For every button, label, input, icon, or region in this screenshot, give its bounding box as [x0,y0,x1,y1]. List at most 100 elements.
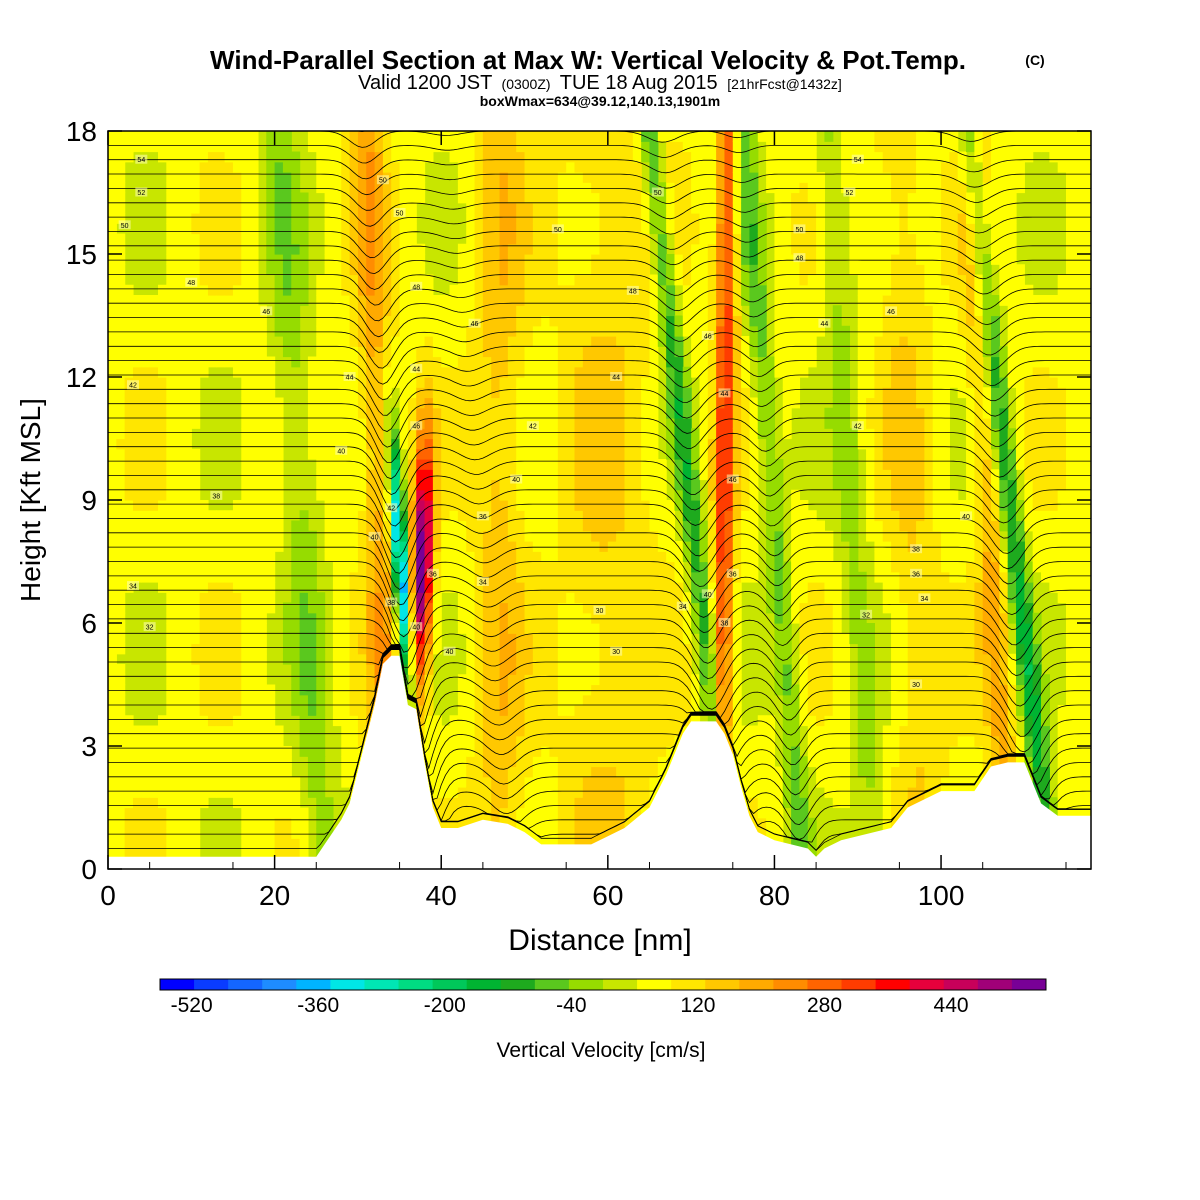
velocity-cell [549,561,559,573]
velocity-cell [241,756,251,768]
velocity-cell [249,202,259,214]
velocity-cell [624,602,634,614]
velocity-cell [666,633,676,645]
velocity-cell [624,469,634,481]
velocity-cell [299,633,309,645]
velocity-cell [391,448,401,460]
velocity-cell [166,520,176,532]
velocity-cell [207,674,217,686]
velocity-cell [616,653,626,665]
velocity-cell [191,674,201,686]
velocity-cell [766,151,776,163]
velocity-cell [191,694,201,706]
velocity-cell [216,243,226,255]
velocity-cell [349,182,359,194]
velocity-cell [399,510,409,522]
velocity-cell [241,172,251,183]
velocity-cell [691,561,701,573]
velocity-cell [649,705,659,716]
velocity-cell [724,643,734,655]
velocity-cell [407,305,417,317]
velocity-cell [191,797,201,809]
velocity-cell [724,674,734,686]
velocity-cell [182,397,192,409]
velocity-cell [616,623,626,634]
velocity-cell [124,551,134,563]
velocity-cell [491,428,501,440]
velocity-cell [524,223,534,235]
velocity-cell [207,684,217,696]
velocity-cell [749,561,759,573]
velocity-cell [132,541,142,552]
velocity-cell [457,192,467,204]
velocity-cell [432,489,442,501]
velocity-cell [499,735,509,747]
velocity-cell [674,715,684,727]
velocity-cell [374,541,384,552]
velocity-cell [457,510,467,522]
velocity-cell [374,664,384,675]
velocity-cell [266,479,276,491]
velocity-cell [632,766,642,778]
velocity-cell [566,151,576,163]
velocity-cell [324,356,334,368]
velocity-cell [241,366,251,378]
velocity-cell [541,520,551,532]
velocity-cell [549,664,559,675]
velocity-cell [674,551,684,563]
velocity-cell [166,254,176,265]
velocity-cell [407,346,417,358]
velocity-cell [574,653,584,665]
velocity-cell [491,295,501,306]
velocity-cell [674,325,684,337]
velocity-cell [749,141,759,153]
velocity-cell [724,305,734,317]
velocity-cell [574,582,584,593]
velocity-cell [457,295,467,306]
velocity-cell [116,551,126,563]
velocity-cell [174,448,184,460]
velocity-cell [282,776,292,788]
velocity-cell [482,161,492,173]
velocity-cell [524,264,534,276]
velocity-cell [591,776,601,788]
velocity-cell [432,643,442,655]
velocity-cell [341,592,351,604]
velocity-cell [524,387,534,399]
velocity-cell [224,674,234,686]
velocity-cell [216,571,226,583]
velocity-cell [624,182,634,194]
velocity-cell [682,202,692,214]
velocity-cell [241,325,251,337]
velocity-cell [657,274,667,286]
velocity-cell [749,202,759,214]
velocity-cell [499,346,509,358]
velocity-cell [207,264,217,276]
velocity-cell [157,305,167,317]
velocity-cell [549,684,559,696]
velocity-cell [141,448,151,460]
velocity-cell [641,438,651,450]
velocity-cell [299,510,309,522]
velocity-cell [357,653,367,665]
velocity-cell [766,182,776,194]
velocity-cell [174,633,184,645]
velocity-cell [732,705,742,716]
velocity-cell [574,479,584,491]
velocity-cell [532,797,542,809]
velocity-cell [474,397,484,409]
velocity-cell [207,172,217,183]
velocity-cell [557,336,567,347]
velocity-cell [349,479,359,491]
velocity-cell [407,131,417,142]
velocity-cell [224,202,234,214]
velocity-cell [591,510,601,522]
velocity-cell [566,264,576,276]
velocity-cell [216,192,226,204]
velocity-cell [699,397,709,409]
velocity-cell [332,407,342,419]
velocity-cell [499,438,509,450]
velocity-cell [574,151,584,163]
velocity-cell [574,766,584,778]
velocity-cell [224,694,234,706]
